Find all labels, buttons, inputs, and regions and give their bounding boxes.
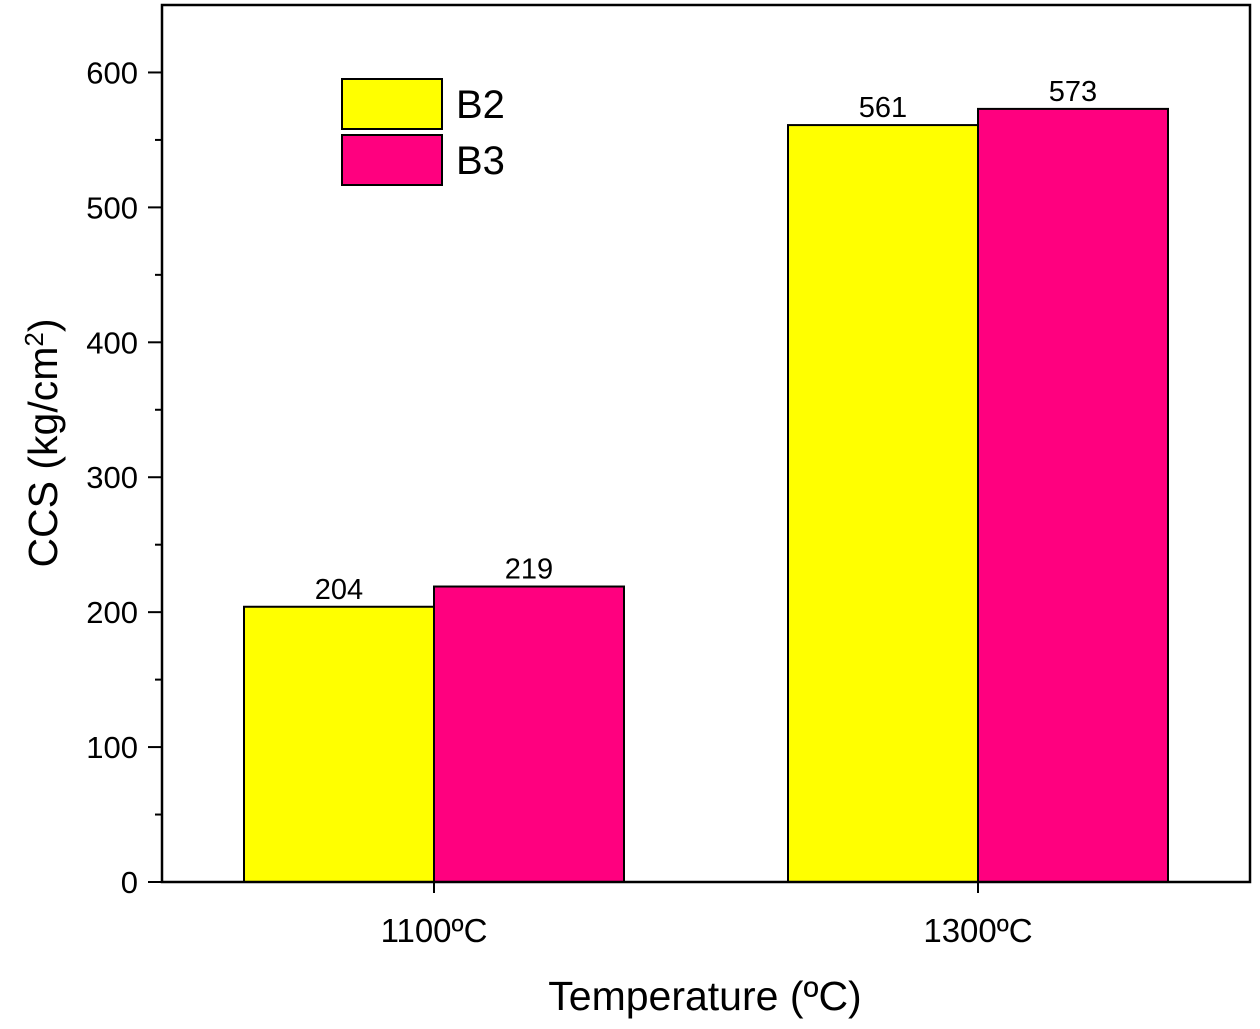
y-tick-label-0: 0 [121,865,138,900]
y-tick-label-300: 300 [86,460,138,495]
bar-b3-1 [433,585,625,883]
y-axis-title-superscript: 2 [19,332,49,346]
x-axis-title: Temperature (ºC) [548,973,861,1019]
legend-label-b2: B2 [456,83,505,127]
x-tick-label-2: 1300ºC [923,912,1032,949]
bar-b2-2 [787,124,979,883]
legend-label-b3: B3 [456,139,505,183]
legend-swatch-b3 [341,134,443,186]
plot-frame [160,3,1252,884]
x-tick-label-1: 1100ºC [381,912,488,949]
data-label-b2-1: 204 [315,574,363,606]
data-label-b3-2: 573 [1049,76,1097,108]
bars-layer [243,107,1169,884]
bar-b2-1 [243,605,435,883]
y-axis-title-end: ) [20,318,66,332]
y-tick-label-100: 100 [86,730,138,765]
ticks-layer: 1100ºC 1300ºC 0 100 200 300 400 500 600 [86,55,1032,949]
y-axis-title: CCS (kg/cm2) [19,318,66,567]
axes-layer [160,3,1252,884]
y-tick-label-500: 500 [86,190,138,225]
data-labels-layer: 204 219 561 573 [315,76,1097,606]
y-tick-label-600: 600 [86,55,138,90]
legend-swatch-b2 [341,78,443,130]
data-label-b2-2: 561 [859,92,907,124]
y-axis-title-main: CCS (kg/cm [20,347,66,568]
y-tick-label-200: 200 [86,595,138,630]
bar-b3-2 [977,107,1169,884]
data-label-b3-1: 219 [505,554,553,586]
y-tick-label-400: 400 [86,325,138,360]
